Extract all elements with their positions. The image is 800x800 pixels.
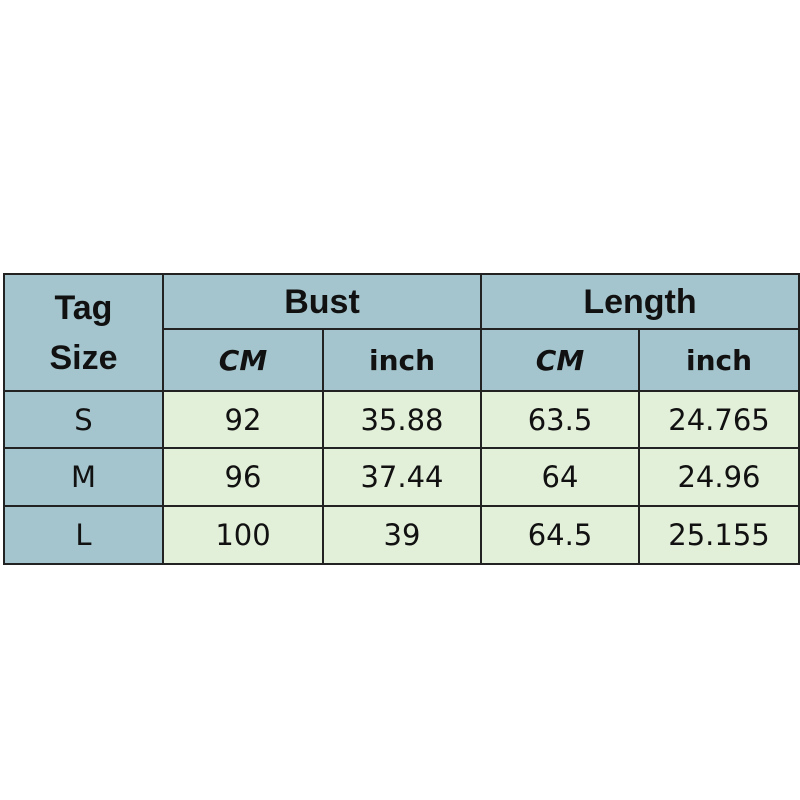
size-cell: L xyxy=(3,505,164,565)
length-inch-cell: 24.96 xyxy=(638,447,800,507)
bust-inch-cell: 37.44 xyxy=(322,447,482,507)
length-cm-cell: 64 xyxy=(480,447,640,507)
size-cell: S xyxy=(3,390,164,449)
size-chart-table: Tag Size Bust Length CM inch CM inch S 9… xyxy=(3,273,800,565)
bust-cm-cell: 100 xyxy=(162,505,324,565)
length-header: Length xyxy=(480,273,800,330)
bust-inch-header: inch xyxy=(322,328,482,392)
bust-cm-cell: 96 xyxy=(162,447,324,507)
length-cm-cell: 63.5 xyxy=(480,390,640,449)
length-cm-header: CM xyxy=(480,328,640,392)
table-row: L 100 39 64.5 25.155 xyxy=(3,505,800,565)
bust-cm-cell: 92 xyxy=(162,390,324,449)
bust-header: Bust xyxy=(162,273,482,330)
length-inch-header: inch xyxy=(638,328,800,392)
bust-cm-header: CM xyxy=(162,328,324,392)
length-inch-cell: 25.155 xyxy=(638,505,800,565)
bust-inch-cell: 35.88 xyxy=(322,390,482,449)
length-cm-cell: 64.5 xyxy=(480,505,640,565)
table-row: S 92 35.88 63.5 24.765 xyxy=(3,390,800,449)
size-cell: M xyxy=(3,447,164,507)
length-inch-cell: 24.765 xyxy=(638,390,800,449)
bust-inch-cell: 39 xyxy=(322,505,482,565)
table-row: M 96 37.44 64 24.96 xyxy=(3,447,800,507)
tag-size-header: Tag Size xyxy=(3,273,164,392)
